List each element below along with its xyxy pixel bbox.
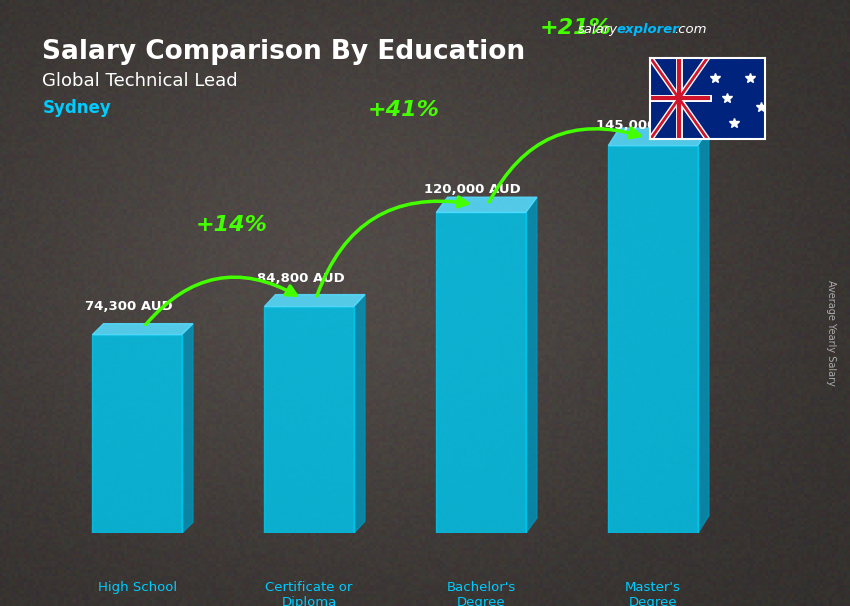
Text: Certificate or
Diploma: Certificate or Diploma [265,581,353,606]
Text: +21%: +21% [540,18,611,38]
Text: explorer: explorer [616,23,679,36]
Polygon shape [698,128,709,533]
Text: 145,000 AUD: 145,000 AUD [596,119,693,132]
Text: Salary Comparison By Education: Salary Comparison By Education [42,39,525,65]
Text: 84,800 AUD: 84,800 AUD [257,272,344,285]
Text: Bachelor's
Degree: Bachelor's Degree [446,581,516,606]
Bar [264,307,354,533]
Polygon shape [354,295,365,533]
Text: Average Yearly Salary: Average Yearly Salary [826,281,836,386]
Text: High School: High School [98,581,177,594]
Text: salary: salary [578,23,618,36]
Text: +14%: +14% [196,215,268,235]
Text: Global Technical Lead: Global Technical Lead [42,72,238,90]
Text: Master's
Degree: Master's Degree [625,581,681,606]
Text: +41%: +41% [368,100,439,120]
Text: 74,300 AUD: 74,300 AUD [85,300,173,313]
Bar [436,213,526,533]
Polygon shape [264,295,365,307]
Text: 120,000 AUD: 120,000 AUD [424,184,521,196]
Bar [609,145,698,533]
Polygon shape [609,128,709,145]
Text: Sydney: Sydney [42,99,111,118]
Bar [93,335,182,533]
Polygon shape [526,197,537,533]
Text: .com: .com [674,23,706,36]
Polygon shape [436,197,537,213]
Polygon shape [93,324,193,335]
Polygon shape [182,324,193,533]
